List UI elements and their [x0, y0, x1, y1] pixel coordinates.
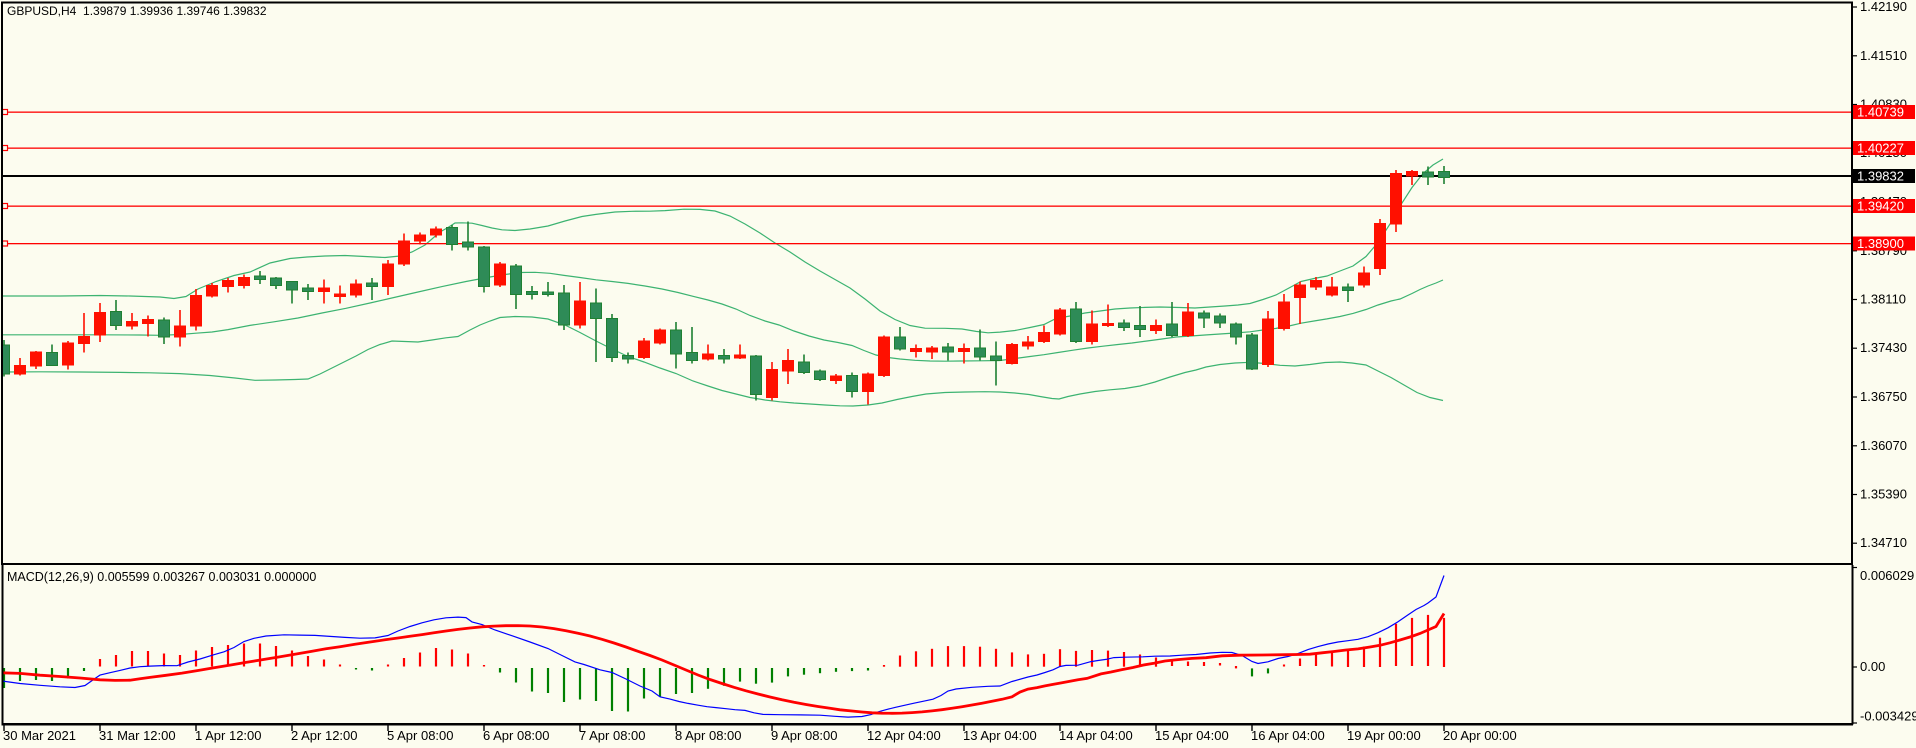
svg-text:GBPUSD,H4 1.39879 1.39936 1.3: GBPUSD,H4 1.39879 1.39936 1.39746 1.3983…: [7, 4, 267, 18]
svg-text:1.39420: 1.39420: [1857, 199, 1904, 214]
svg-text:8 Apr 08:00: 8 Apr 08:00: [675, 728, 742, 743]
svg-text:31 Mar 12:00: 31 Mar 12:00: [99, 728, 176, 743]
svg-text:1.41510: 1.41510: [1860, 48, 1907, 63]
svg-text:30 Mar 2021: 30 Mar 2021: [3, 728, 76, 743]
svg-text:5 Apr 08:00: 5 Apr 08:00: [387, 728, 454, 743]
svg-text:20 Apr 00:00: 20 Apr 00:00: [1443, 728, 1517, 743]
svg-text:1 Apr 12:00: 1 Apr 12:00: [195, 728, 262, 743]
svg-text:1.34710: 1.34710: [1860, 535, 1907, 550]
svg-text:1.35390: 1.35390: [1860, 487, 1907, 502]
svg-text:1.36070: 1.36070: [1860, 438, 1907, 453]
svg-text:1.38900: 1.38900: [1857, 236, 1904, 251]
svg-text:0.006029: 0.006029: [1860, 568, 1914, 583]
svg-text:9 Apr 08:00: 9 Apr 08:00: [771, 728, 838, 743]
svg-text:1.39832: 1.39832: [1857, 169, 1904, 184]
svg-text:1.40227: 1.40227: [1857, 141, 1904, 156]
svg-text:15 Apr 04:00: 15 Apr 04:00: [1155, 728, 1229, 743]
svg-text:6 Apr 08:00: 6 Apr 08:00: [483, 728, 550, 743]
svg-text:13 Apr 04:00: 13 Apr 04:00: [963, 728, 1037, 743]
svg-text:-0.003429: -0.003429: [1860, 709, 1916, 724]
svg-text:1.36750: 1.36750: [1860, 389, 1907, 404]
svg-text:14 Apr 04:00: 14 Apr 04:00: [1059, 728, 1133, 743]
svg-text:1.38110: 1.38110: [1860, 292, 1906, 307]
svg-text:MACD(12,26,9) 0.005599 0.00326: MACD(12,26,9) 0.005599 0.003267 0.003031…: [7, 570, 316, 584]
svg-text:12 Apr 04:00: 12 Apr 04:00: [867, 728, 941, 743]
svg-text:1.42190: 1.42190: [1860, 0, 1907, 14]
svg-text:0.00: 0.00: [1860, 659, 1885, 674]
svg-text:16 Apr 04:00: 16 Apr 04:00: [1251, 728, 1325, 743]
svg-text:1.37430: 1.37430: [1860, 340, 1907, 355]
svg-text:1.40739: 1.40739: [1857, 105, 1904, 120]
svg-text:19 Apr 00:00: 19 Apr 00:00: [1347, 728, 1421, 743]
svg-text:7 Apr 08:00: 7 Apr 08:00: [579, 728, 646, 743]
svg-text:2 Apr 12:00: 2 Apr 12:00: [291, 728, 358, 743]
